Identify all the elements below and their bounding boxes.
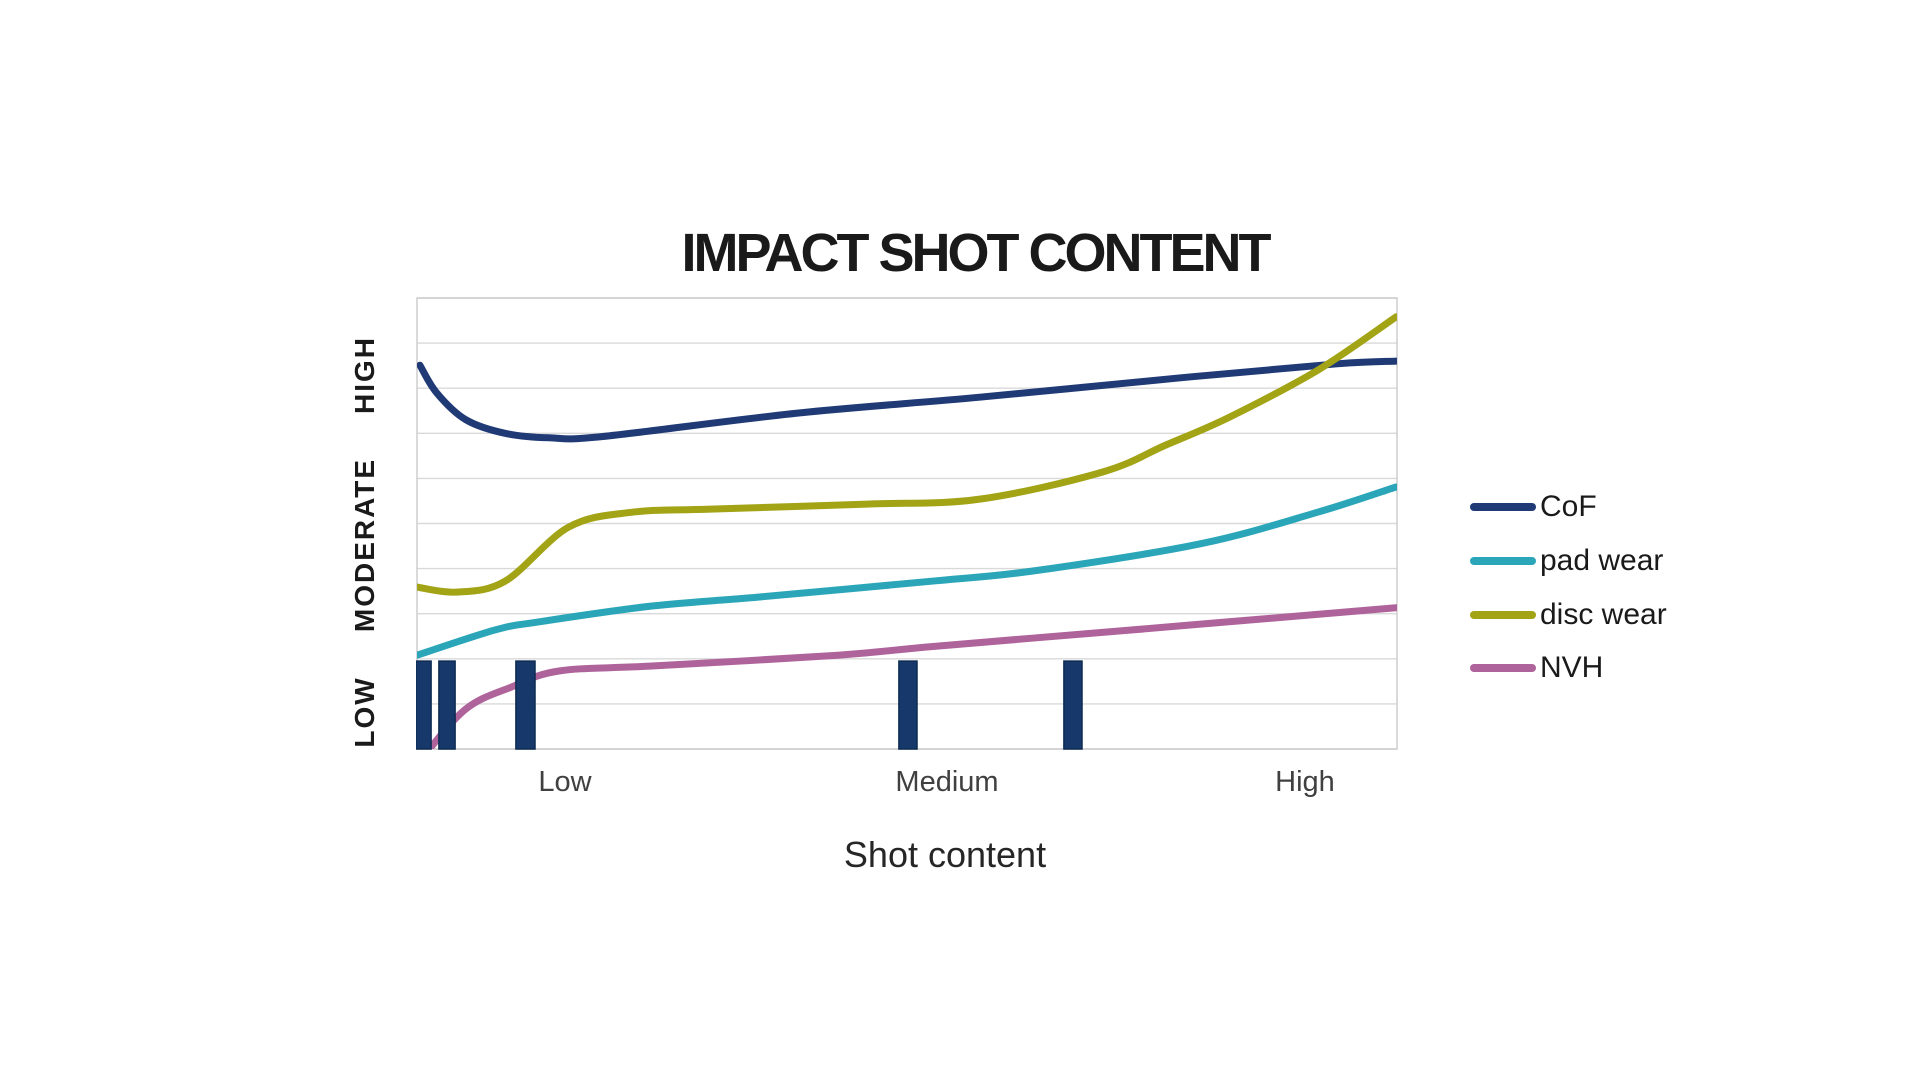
legend-item-cof: CoF [1470,490,1597,524]
series-line-pad-wear [417,483,1397,659]
legend-label-cof: CoF [1540,490,1597,523]
legend-label-nvh: NVH [1540,651,1604,684]
y-axis-label-low: LOW [349,676,380,748]
marker-bar [416,660,432,750]
series-line-cof [417,357,1397,443]
series-line-disc-wear [417,313,1397,596]
legend-swatch-disc-wear-icon [1470,611,1536,619]
x-tick-high: High [1275,766,1335,798]
plot-area [416,297,1398,750]
series-line-nvh [425,604,1397,749]
x-tick-low: Low [538,766,592,798]
chart-title: IMPACT SHOT CONTENT [681,223,1272,283]
legend-item-disc-wear: disc wear [1470,598,1667,632]
legend-swatch-cof-icon [1470,503,1536,511]
y-axis-label-moderate: MODERATE [349,457,380,633]
legend-item-nvh: NVH [1470,651,1603,685]
marker-bars [416,660,1083,750]
marker-bar [898,660,918,750]
series-lines [417,313,1397,749]
marker-bar [1063,660,1083,750]
marker-bar [515,660,536,750]
legend-swatch-pad-wear-icon [1470,557,1536,565]
marker-bar [438,660,456,750]
legend-label-disc-wear: disc wear [1540,598,1667,631]
x-tick-medium: Medium [895,766,999,798]
legend-item-pad-wear: pad wear [1470,544,1663,578]
legend-label-pad-wear: pad wear [1540,544,1664,577]
y-axis-label-high: HIGH [349,336,380,414]
legend-swatch-nvh-icon [1470,664,1536,672]
x-axis-title: Shot content [843,834,1047,875]
